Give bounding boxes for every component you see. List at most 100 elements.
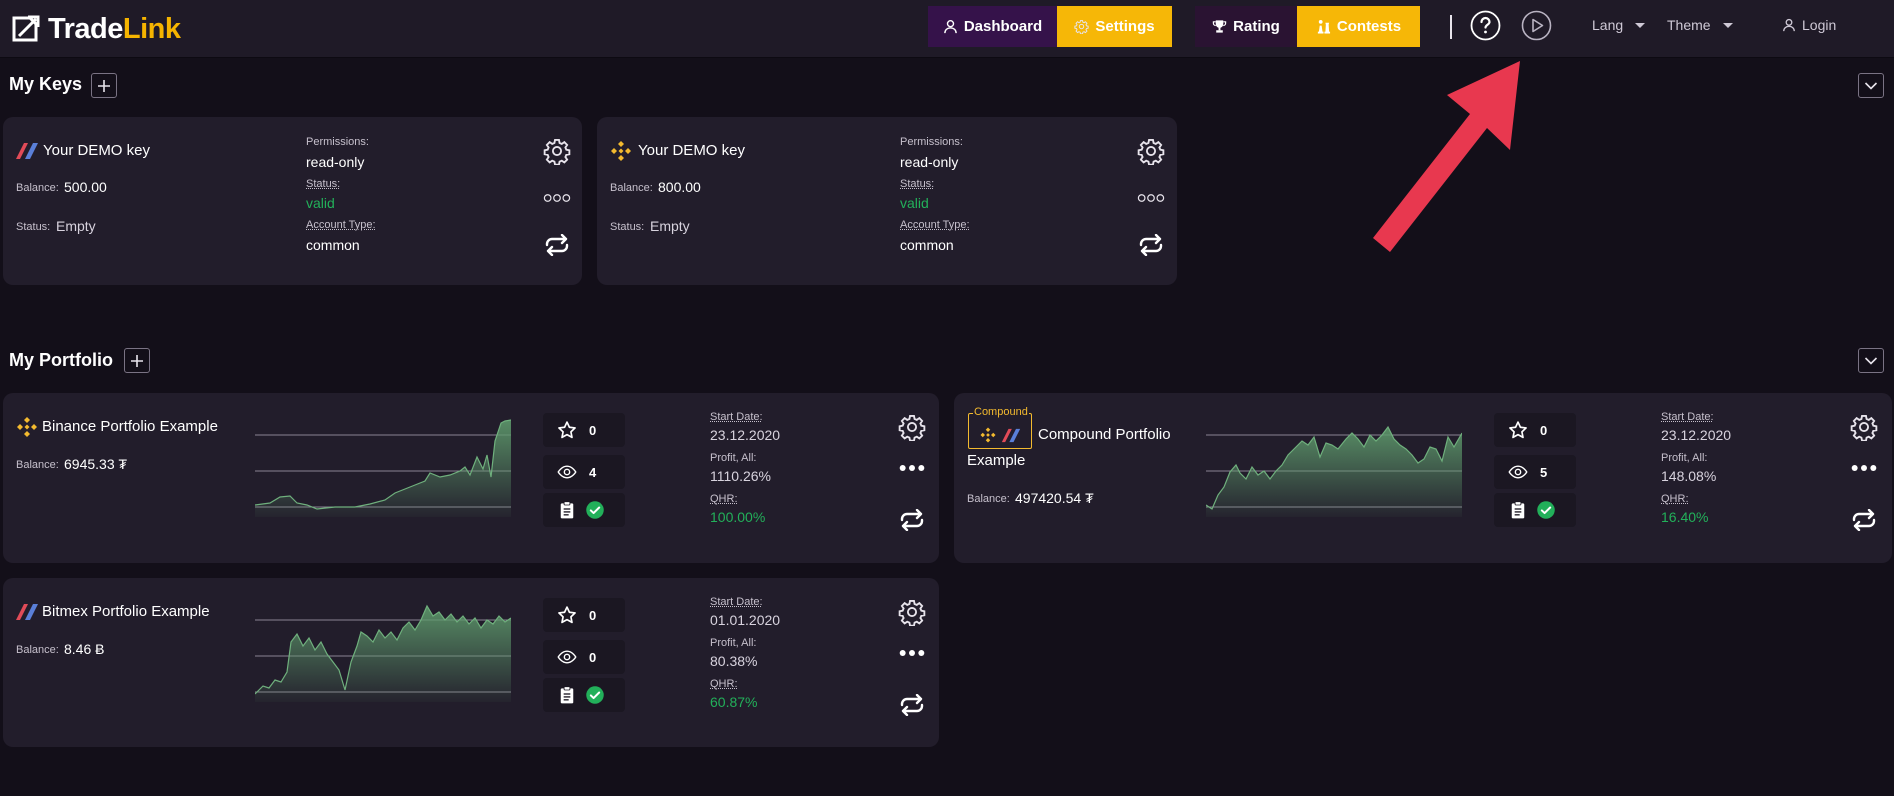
plus-icon	[131, 354, 143, 367]
bitmex-icon	[15, 602, 39, 622]
more-options-icon[interactable]	[1850, 463, 1878, 473]
report-status[interactable]	[543, 678, 625, 712]
portfolio-chart	[255, 604, 511, 702]
balance-value: 497420.54 ₮	[1015, 490, 1094, 506]
balance-value: 800.00	[658, 179, 701, 195]
account-type-value: common	[306, 237, 360, 253]
key-name: Your DEMO key	[638, 142, 745, 159]
add-portfolio-button[interactable]	[124, 348, 150, 373]
theme-dropdown[interactable]: Theme	[1667, 17, 1733, 33]
account-type-value: common	[900, 237, 954, 253]
balance-label: Balance:	[16, 459, 59, 471]
permissions-value: read-only	[900, 154, 959, 170]
balance-value: 6945.33 ₮	[64, 456, 128, 472]
report-status[interactable]	[543, 493, 625, 527]
more-options-icon[interactable]	[898, 463, 926, 473]
start-date-value: 01.01.2020	[710, 612, 781, 628]
bitmex-icon	[1001, 427, 1021, 444]
status-label: Status:	[16, 221, 51, 233]
gear-icon[interactable]	[1850, 413, 1878, 441]
start-date-label: Start Date:	[710, 596, 763, 608]
login-link[interactable]: Login	[1782, 17, 1836, 33]
chevron-down-icon	[1864, 356, 1878, 365]
gear-icon[interactable]	[898, 598, 926, 626]
binance-icon	[979, 426, 997, 444]
chevron-down-icon	[1722, 22, 1733, 28]
gear-icon[interactable]	[543, 137, 571, 165]
clipboard-icon	[557, 685, 577, 705]
profit-value: 1110.26%	[710, 468, 771, 484]
gear-icon[interactable]	[1137, 137, 1165, 165]
collapse-portfolio-button[interactable]	[1858, 348, 1884, 373]
play-tutorial-icon[interactable]	[1521, 10, 1552, 41]
collapse-keys-button[interactable]	[1858, 73, 1884, 98]
stars-counter[interactable]: 0	[543, 598, 625, 632]
permissions-label: Permissions:	[900, 136, 963, 148]
tradelink-logo[interactable]: TradeLink	[8, 9, 181, 49]
star-icon	[557, 420, 577, 440]
report-status[interactable]	[1494, 493, 1576, 527]
trophy-icon	[1212, 20, 1227, 33]
balance-value: 500.00	[64, 179, 107, 195]
qhr-label: QHR:	[710, 493, 738, 505]
qhr-value: 16.40%	[1661, 509, 1709, 525]
chevron-down-icon	[1635, 22, 1646, 28]
qhr-value: 100.00%	[710, 509, 766, 525]
my-portfolio-title: My Portfolio	[9, 350, 113, 370]
contests-button[interactable]: Contests	[1297, 6, 1420, 47]
dashboard-button[interactable]: Dashboard	[928, 6, 1057, 47]
portfolio-card[interactable]: Bitmex Portfolio Example Balance: 8.46 Ƀ…	[3, 578, 939, 747]
user-icon	[943, 19, 957, 34]
bitmex-icon	[15, 141, 39, 161]
repeat-icon[interactable]	[1850, 509, 1878, 531]
portfolio-name: Bitmex Portfolio Example	[42, 603, 210, 620]
key-name: Your DEMO key	[43, 142, 150, 159]
qhr-value: 60.87%	[710, 694, 758, 710]
binance-icon	[609, 139, 633, 163]
top-navbar: TradeLink Dashboard Settings Rating Cont…	[0, 0, 1894, 58]
repeat-icon[interactable]	[543, 234, 571, 256]
account-type-label: Account Type:	[306, 219, 376, 231]
lang-dropdown[interactable]: Lang	[1592, 17, 1646, 33]
help-icon[interactable]	[1470, 10, 1501, 41]
profit-label: Profit, All:	[1661, 452, 1708, 464]
compound-badge: Compound	[968, 406, 1032, 449]
compound-badge-label: Compound	[973, 406, 1029, 418]
repeat-icon[interactable]	[898, 509, 926, 531]
chess-icon	[1317, 19, 1330, 34]
add-key-button[interactable]	[91, 73, 117, 98]
logo-text: TradeLink	[48, 12, 181, 45]
portfolio-name: Binance Portfolio Example	[42, 418, 218, 435]
permissions-value: read-only	[306, 154, 365, 170]
more-options-icon[interactable]	[898, 648, 926, 658]
eye-icon	[557, 462, 577, 482]
stars-counter[interactable]: 0	[543, 413, 625, 447]
binance-icon	[15, 415, 39, 439]
start-date-value: 23.12.2020	[710, 427, 781, 443]
balance-label: Balance:	[967, 493, 1010, 505]
rating-button[interactable]: Rating	[1195, 6, 1297, 47]
more-options-icon[interactable]	[1137, 193, 1165, 203]
check-circle-icon	[585, 685, 605, 705]
start-date-label: Start Date:	[710, 411, 763, 423]
status-label: Status:	[306, 178, 341, 190]
portfolio-chart	[1206, 425, 1462, 517]
portfolio-card[interactable]: Compound Compound Portfolio Example Bala…	[954, 393, 1892, 563]
check-circle-icon	[1536, 500, 1556, 520]
my-keys-title: My Keys	[9, 74, 83, 94]
stars-counter[interactable]: 0	[1494, 413, 1576, 447]
eye-icon	[557, 647, 577, 667]
portfolio-chart	[255, 419, 511, 517]
star-icon	[557, 605, 577, 625]
user-icon	[1783, 18, 1795, 32]
gear-icon[interactable]	[898, 413, 926, 441]
status-value: valid	[306, 195, 335, 211]
account-type-label: Account Type:	[900, 219, 970, 231]
repeat-icon[interactable]	[898, 694, 926, 716]
more-options-icon[interactable]	[543, 193, 571, 203]
repeat-icon[interactable]	[1137, 234, 1165, 256]
portfolio-card[interactable]: Binance Portfolio Example Balance: 6945.…	[3, 393, 939, 563]
views-counter: 0	[543, 640, 625, 674]
settings-button[interactable]: Settings	[1057, 6, 1172, 47]
annotation-arrow-icon	[1373, 61, 1520, 252]
